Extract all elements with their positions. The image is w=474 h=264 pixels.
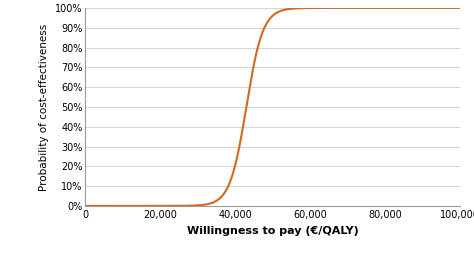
X-axis label: Willingness to pay (€/QALY): Willingness to pay (€/QALY) <box>187 226 358 236</box>
Y-axis label: Probability of cost-effectiveness: Probability of cost-effectiveness <box>39 23 49 191</box>
